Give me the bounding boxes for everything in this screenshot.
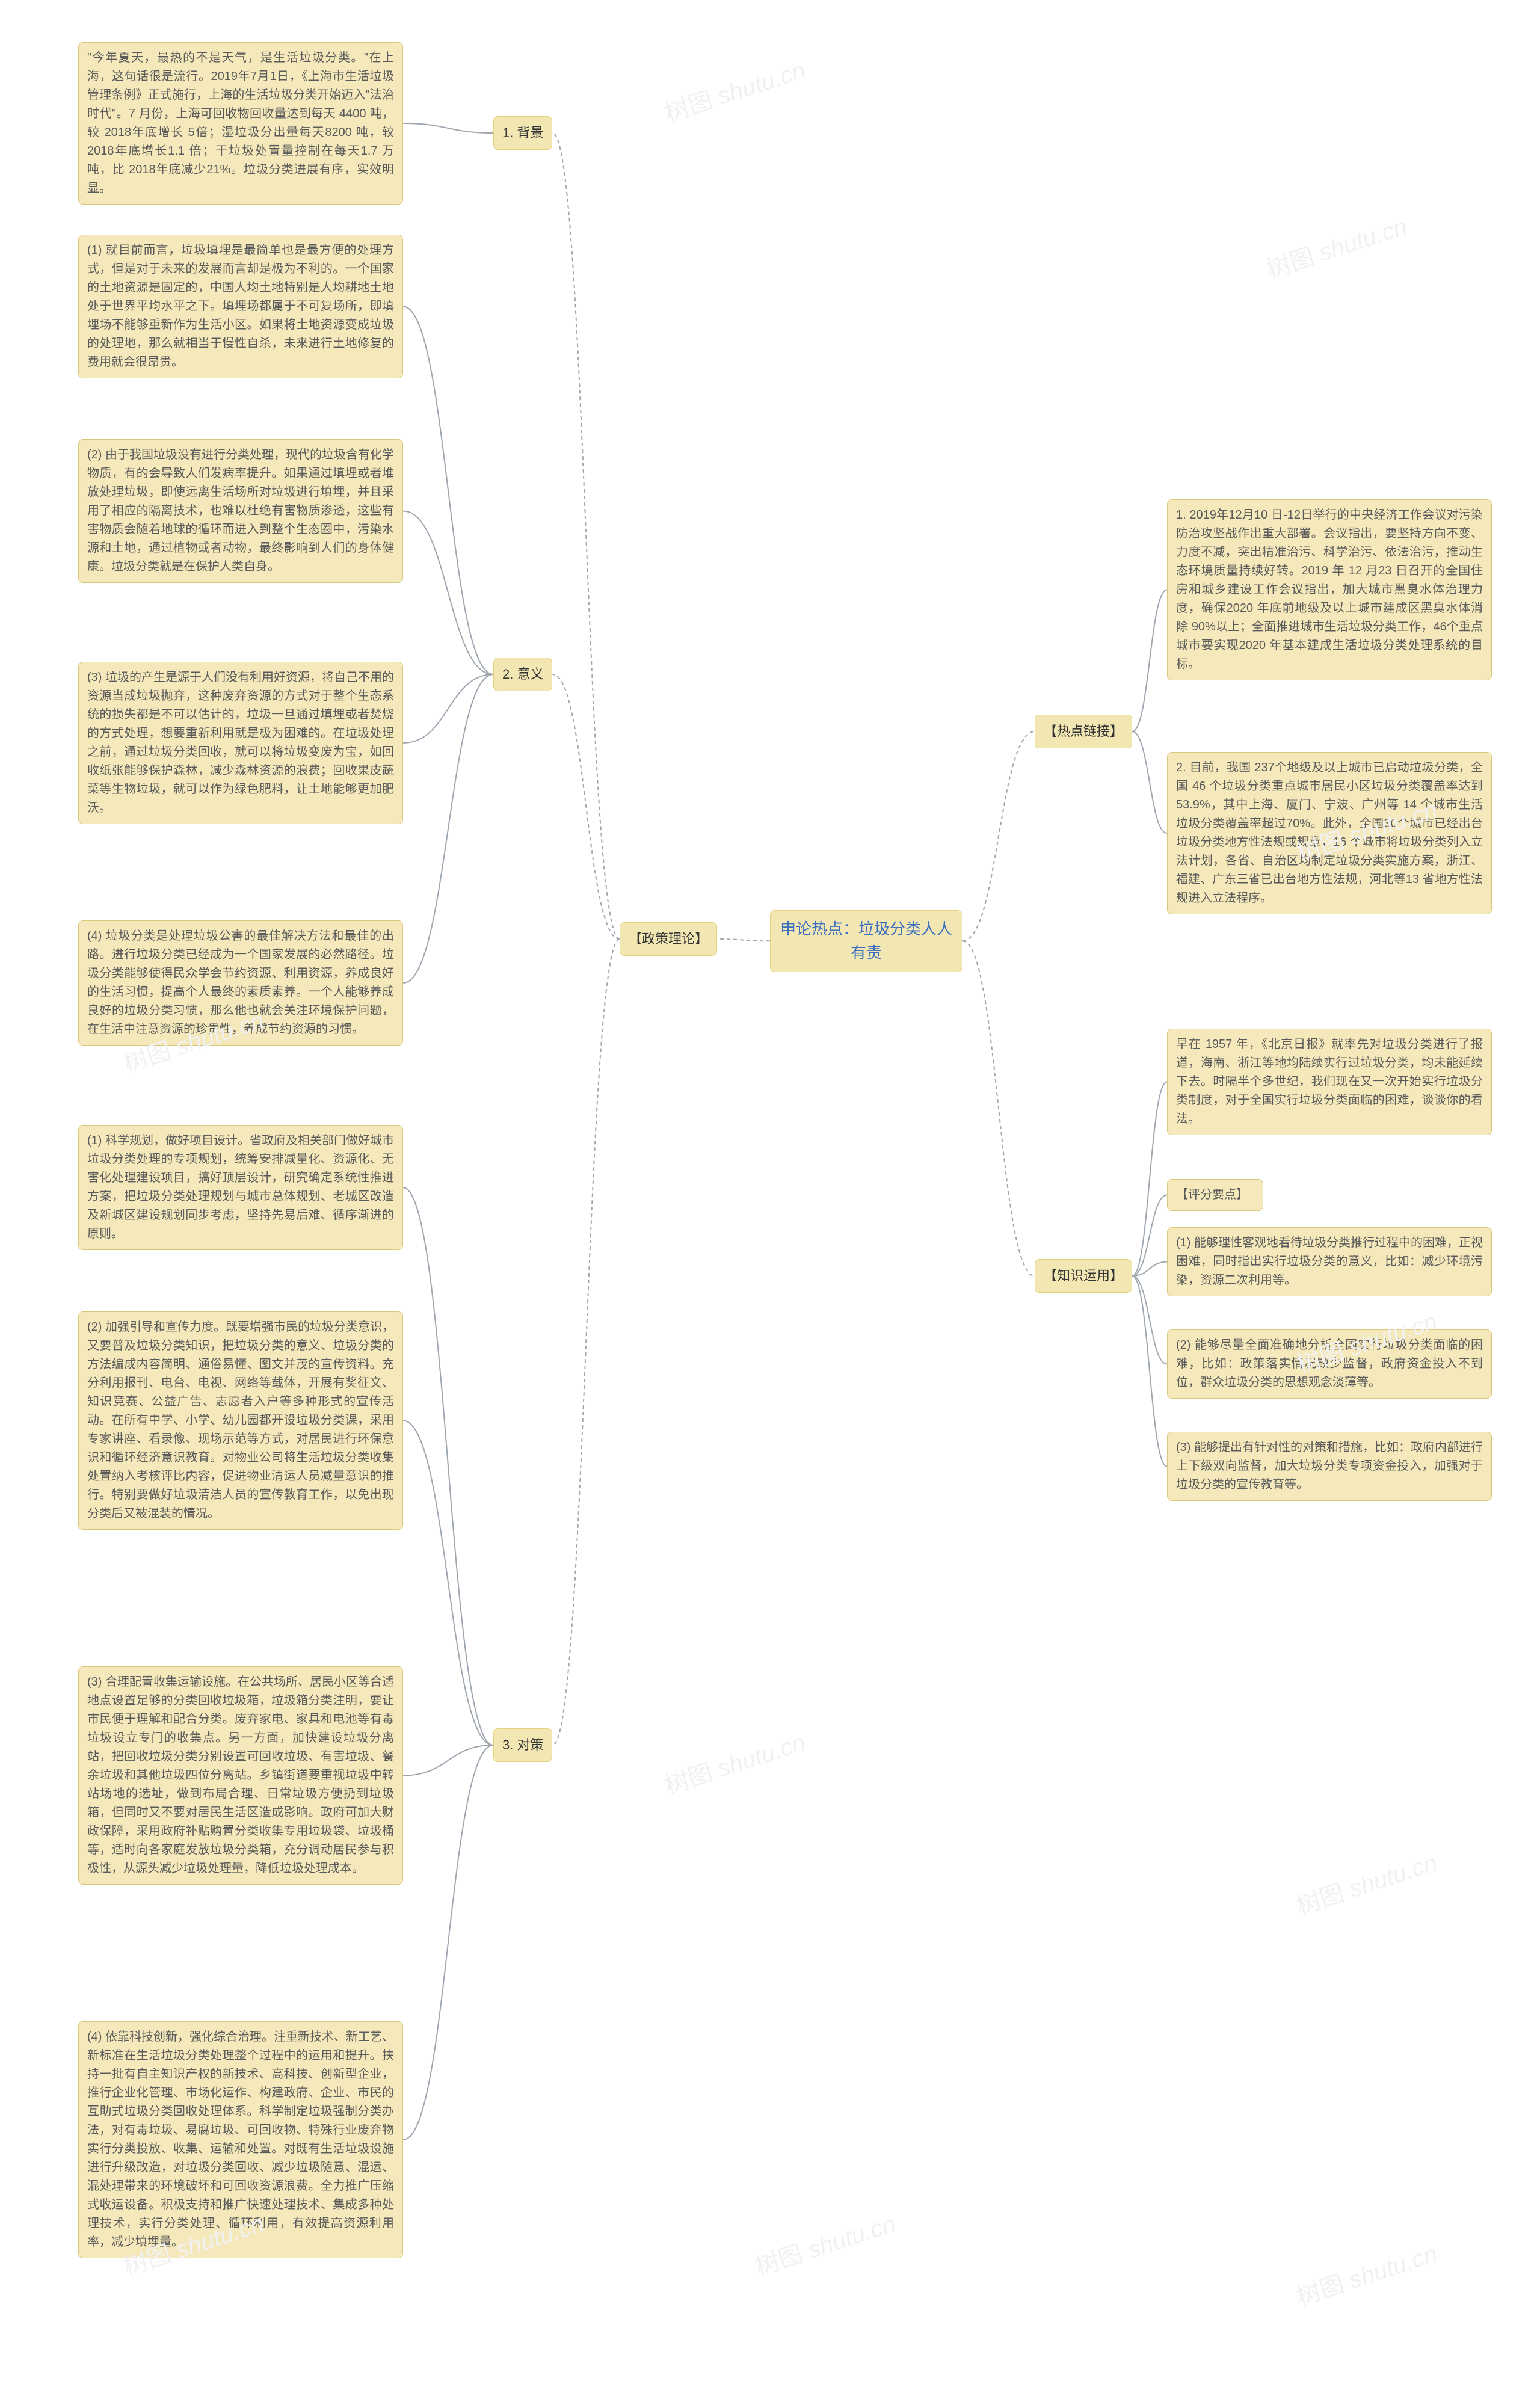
leaf-meaning-3: (4) 垃圾分类是处理垃圾公害的最佳解决方法和最佳的出路。进行垃圾分类已经成为一… — [78, 920, 403, 1046]
leaf-measure-0: (1) 科学规划，做好项目设计。省政府及相关部门做好城市垃圾分类处理的专项规划，… — [78, 1125, 403, 1250]
watermark: 树图 shutu.cn — [660, 1723, 809, 1801]
watermark: 树图 shutu.cn — [1292, 1843, 1441, 1921]
leaf-meaning-2: (3) 垃圾的产生是源于人们没有利用好资源，将自己不用的资源当成垃圾抛弃，这种废… — [78, 662, 403, 824]
watermark: 树图 shutu.cn — [1261, 207, 1411, 285]
branch-meaning: 2. 意义 — [493, 658, 552, 691]
left-group-policy: 【政策理论】 — [620, 922, 717, 956]
root-title-l2: 有责 — [779, 941, 953, 965]
root-title-l1: 申论热点：垃圾分类人人 — [779, 917, 953, 941]
branch-background: 1. 背景 — [493, 116, 552, 150]
leaf-meaning-0: (1) 就目前而言，垃圾填埋是最简单也是最方便的处理方式，但是对于未来的发展而言… — [78, 235, 403, 378]
leaf-know-p3: (3) 能够提出有针对性的对策和措施，比如：政府内部进行上下级双向监督，加大垃圾… — [1167, 1432, 1492, 1501]
watermark: 树图 shutu.cn — [1292, 2234, 1441, 2312]
watermark: 树图 shutu.cn — [750, 2204, 899, 2282]
leaf-measure-2: (3) 合理配置收集运输设施。在公共场所、居民小区等合适地点设置足够的分类回收垃… — [78, 1666, 403, 1885]
branch-measures: 3. 对策 — [493, 1728, 552, 1762]
leaf-hot-1: 2. 目前，我国 237个地级及以上城市已启动垃圾分类，全国 46 个垃圾分类重… — [1167, 752, 1492, 914]
leaf-know-score: 【评分要点】 — [1167, 1179, 1263, 1211]
leaf-meaning-1: (2) 由于我国垃圾没有进行分类处理，现代的垃圾含有化学物质，有的会导致人们发病… — [78, 439, 403, 583]
leaf-measure-3: (4) 依靠科技创新，强化综合治理。注重新技术、新工艺、新标准在生活垃圾分类处理… — [78, 2021, 403, 2258]
leaf-hot-0: 1. 2019年12月10 日-12日举行的中央经济工作会议对污染防治攻坚战作出… — [1167, 499, 1492, 680]
leaf-know-prompt: 早在 1957 年，《北京日报》就率先对垃圾分类进行了报道，海南、浙江等地均陆续… — [1167, 1029, 1492, 1135]
branch-knowledge: 【知识运用】 — [1035, 1259, 1132, 1293]
leaf-bg-0: "今年夏天，最热的不是天气，是生活垃圾分类。"在上海，这句话很是流行。2019年… — [78, 42, 403, 205]
root-node: 申论热点：垃圾分类人人 有责 — [770, 910, 962, 972]
leaf-know-p2: (2) 能够尽量全面准确地分析全国实行垃圾分类面临的困难，比如：政策落实情况缺少… — [1167, 1329, 1492, 1399]
leaf-know-p1: (1) 能够理性客观地看待垃圾分类推行过程中的困难，正视困难，同时指出实行垃圾分… — [1167, 1227, 1492, 1296]
branch-hotlink: 【热点链接】 — [1035, 715, 1132, 748]
watermark: 树图 shutu.cn — [660, 51, 809, 129]
leaf-measure-1: (2) 加强引导和宣传力度。既要增强市民的垃圾分类意识，又要普及垃圾分类知识，把… — [78, 1311, 403, 1530]
